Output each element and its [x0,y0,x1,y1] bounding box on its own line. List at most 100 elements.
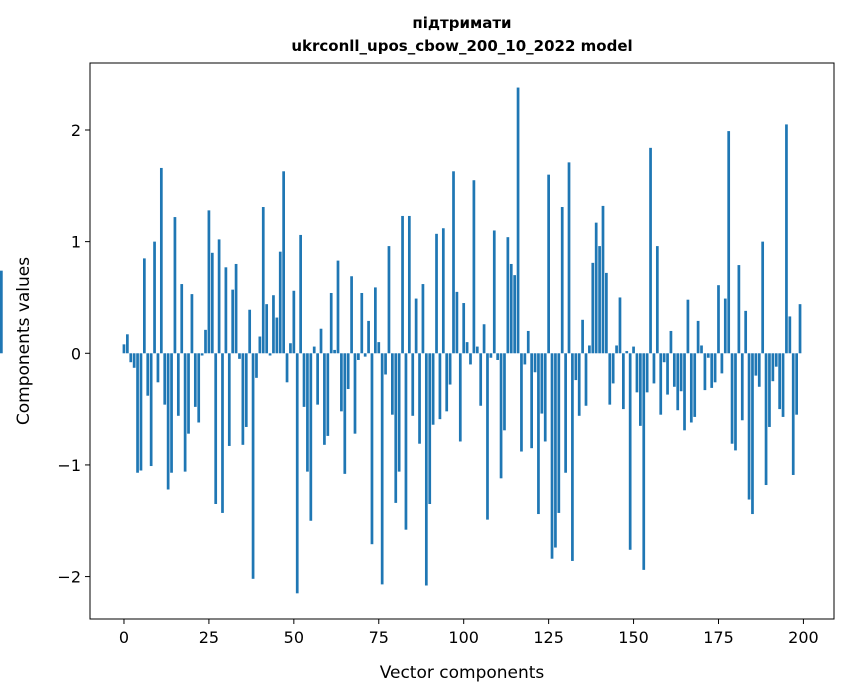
bar-198 [795,353,798,415]
bar-70 [360,292,364,354]
bar-119 [526,330,530,354]
bar-42 [265,304,269,354]
bar-64 [340,353,343,412]
bar-45 [275,317,279,354]
bar-17 [180,284,184,354]
bar-85 [411,353,415,416]
bar-90 [428,353,432,504]
bar-114 [509,263,513,354]
x-tick-label: 200 [788,628,819,647]
y-tick-label: −2 [57,568,81,587]
bar-25 [207,210,211,354]
x-axis-ticks: 0 25 50 75 100 125 150 175 200 [119,619,819,647]
bar-129 [560,207,564,354]
y-axis-label: Components values [14,257,34,425]
bar-0 [122,344,126,354]
bar-81 [397,353,401,472]
bar-112 [503,353,506,431]
bar-120 [530,353,533,449]
bar-143 [608,353,612,405]
bar-152 [639,353,642,426]
bar-126 [550,353,554,559]
bar-4 [136,353,139,473]
bar-82 [401,215,404,354]
bar-12 [163,353,167,405]
bar-38 [251,353,255,579]
bar-182 [740,353,744,421]
bar-142 [605,272,608,354]
bar-136 [584,353,588,406]
bar-174 [713,353,717,383]
bar-105 [479,353,483,406]
bar-69 [357,353,360,360]
bar-18 [183,353,187,472]
bar-180 [734,353,737,451]
bar-59 [323,353,326,445]
bar-150 [632,346,635,354]
x-tick-label: 125 [533,628,564,647]
bar-133 [574,353,578,381]
bar-123 [540,353,544,414]
bar-52 [299,234,302,354]
bar-148 [625,351,629,354]
bar-36 [244,353,248,427]
bar-176 [720,353,724,374]
bars-group [0,87,802,594]
chart-title-line2: ukrconll_upos_cbow_200_10_2022 model [291,37,632,55]
bar-77 [384,353,387,375]
bar-87 [418,353,421,444]
bar-1 [126,334,129,354]
bar-63 [336,260,340,354]
bar-187 [757,353,761,387]
bar-34 [238,353,241,359]
bar-19 [187,353,190,434]
bar-74 [374,287,377,354]
bar-61 [329,292,333,354]
bar-134 [577,353,581,416]
bar-20 [190,294,194,354]
bar-158 [659,353,663,415]
x-tick-label: 150 [618,628,649,647]
y-axis-ticks: −2 −1 0 1 2 [57,121,90,587]
bar-27 [214,353,218,504]
bar-167 [689,353,693,423]
bar-33 [234,263,238,354]
bar-190 [768,353,771,427]
bar-53 [302,353,306,407]
bar-172 [706,353,710,358]
bar-46 [278,251,282,354]
bar-115 [513,275,517,354]
bar-145 [615,345,618,354]
bar-177 [723,298,727,354]
bar-164 [679,353,683,392]
bar-88 [421,284,425,354]
bar-23 [200,353,204,356]
bar-185 [751,353,754,515]
bar-49 [289,343,292,354]
bar-199 [798,304,802,354]
bar-37 [248,309,252,354]
bar-162 [672,353,676,387]
bar-195 [785,124,788,354]
bar-22 [197,353,201,423]
bar-171 [703,353,707,391]
bar-43 [268,353,272,356]
bar-168 [693,353,697,417]
bar-192 [774,353,778,367]
bar-16 [176,353,180,416]
bar-73 [370,353,374,545]
bar-144 [611,353,615,384]
x-tick-label: 75 [369,628,389,647]
bar-124 [543,353,547,442]
bar-132 [571,353,574,561]
bar-135 [581,319,584,354]
bar-76 [380,353,384,585]
bar-156 [652,353,656,384]
bar-35 [241,353,245,445]
bar-101 [465,342,469,354]
bar-2 [129,353,133,363]
bar-155 [649,147,652,354]
bar-138 [591,262,595,354]
bar-179 [730,353,734,444]
